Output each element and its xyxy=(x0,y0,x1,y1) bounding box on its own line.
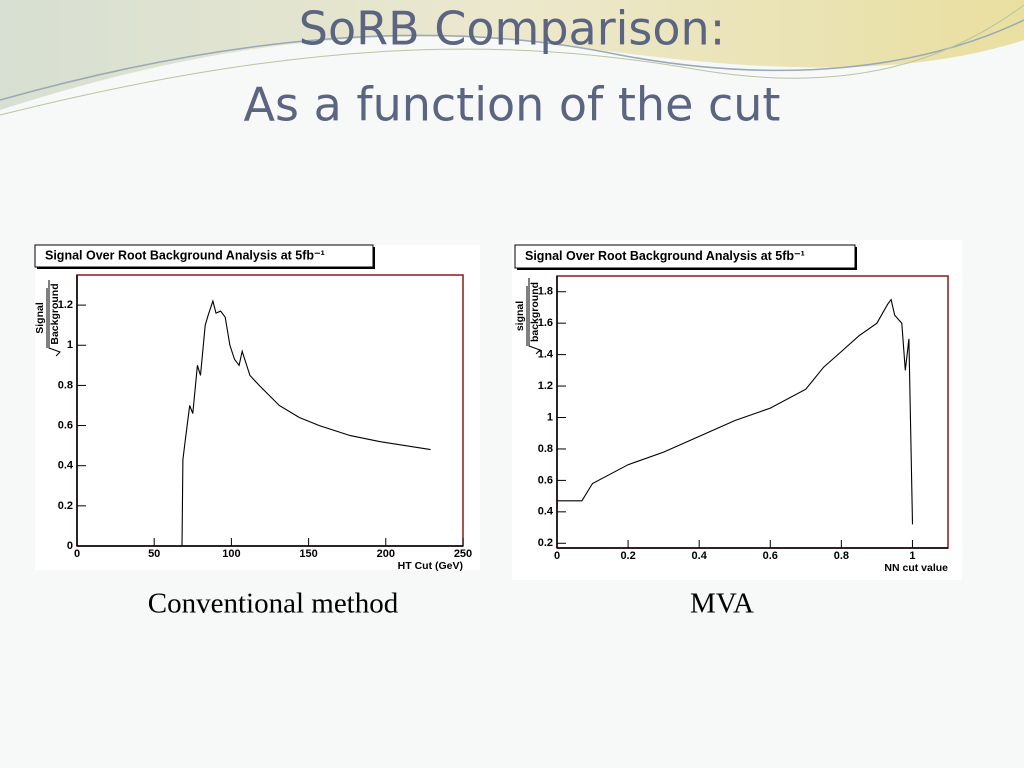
y-axis-label: signal xyxy=(514,301,526,331)
x-tick-label: 150 xyxy=(299,548,317,560)
caption: Conventional method xyxy=(148,588,399,620)
header-line xyxy=(0,4,1024,116)
x-tick-label: 0 xyxy=(74,548,80,560)
y-tick-label: 0.6 xyxy=(538,474,553,486)
header-swoosh xyxy=(0,0,1024,110)
y-tick-label: 0.4 xyxy=(58,460,74,472)
x-tick-label: 250 xyxy=(454,548,472,560)
chart-title: Signal Over Root Background Analysis at … xyxy=(45,248,325,262)
x-tick-label: 200 xyxy=(377,548,395,560)
x-tick-label: 0.4 xyxy=(692,550,708,562)
x-tick-label: 0.8 xyxy=(834,550,849,562)
y-axis-label: Signal xyxy=(34,302,46,334)
y-axis-label: Background xyxy=(49,283,61,344)
y-tick-label: 0.6 xyxy=(58,419,73,431)
title-box xyxy=(514,244,856,269)
y-tick-label: 1.6 xyxy=(538,317,553,329)
x-axis-label: HT Cut (GeV) xyxy=(398,560,463,572)
sqrt-sign xyxy=(528,278,541,355)
y-tick-label: 1 xyxy=(67,339,73,351)
x-tick-label: 100 xyxy=(222,548,240,560)
y-tick-label: 1.4 xyxy=(538,349,554,361)
y-tick-label: 1.2 xyxy=(58,299,73,311)
chart-title: Signal Over Root Background Analysis at … xyxy=(525,249,805,263)
x-axis-label: NN cut value xyxy=(884,562,948,574)
y-tick-label: 1 xyxy=(547,411,553,423)
y-axis-label: background xyxy=(529,282,541,342)
y-tick-label: 0 xyxy=(67,540,73,552)
chart-panel xyxy=(35,245,480,570)
slide-title: As a function of the cut xyxy=(244,78,781,132)
data-line xyxy=(77,299,431,547)
x-tick-label: 0.2 xyxy=(620,550,635,562)
y-tick-label: 1.2 xyxy=(538,380,553,392)
x-tick-label: 1 xyxy=(909,550,915,562)
data-line xyxy=(557,298,914,525)
header-line xyxy=(0,19,1024,101)
y-tick-label: 1.8 xyxy=(538,286,553,298)
x-tick-label: 0.6 xyxy=(763,550,778,562)
caption: MVA xyxy=(690,588,754,620)
x-tick-label: 0 xyxy=(554,550,560,562)
sqrt-sign xyxy=(48,280,61,357)
title-box xyxy=(34,244,374,268)
y-tick-label: 0.8 xyxy=(58,379,73,391)
y-tick-label: 0.4 xyxy=(538,506,554,518)
slide-title: SoRB Comparison: xyxy=(299,2,725,56)
y-tick-label: 0.2 xyxy=(538,537,553,549)
chart-panel xyxy=(512,240,962,580)
x-tick-label: 50 xyxy=(148,548,160,560)
y-tick-label: 0.8 xyxy=(538,443,553,455)
y-tick-label: 0.2 xyxy=(58,500,73,512)
